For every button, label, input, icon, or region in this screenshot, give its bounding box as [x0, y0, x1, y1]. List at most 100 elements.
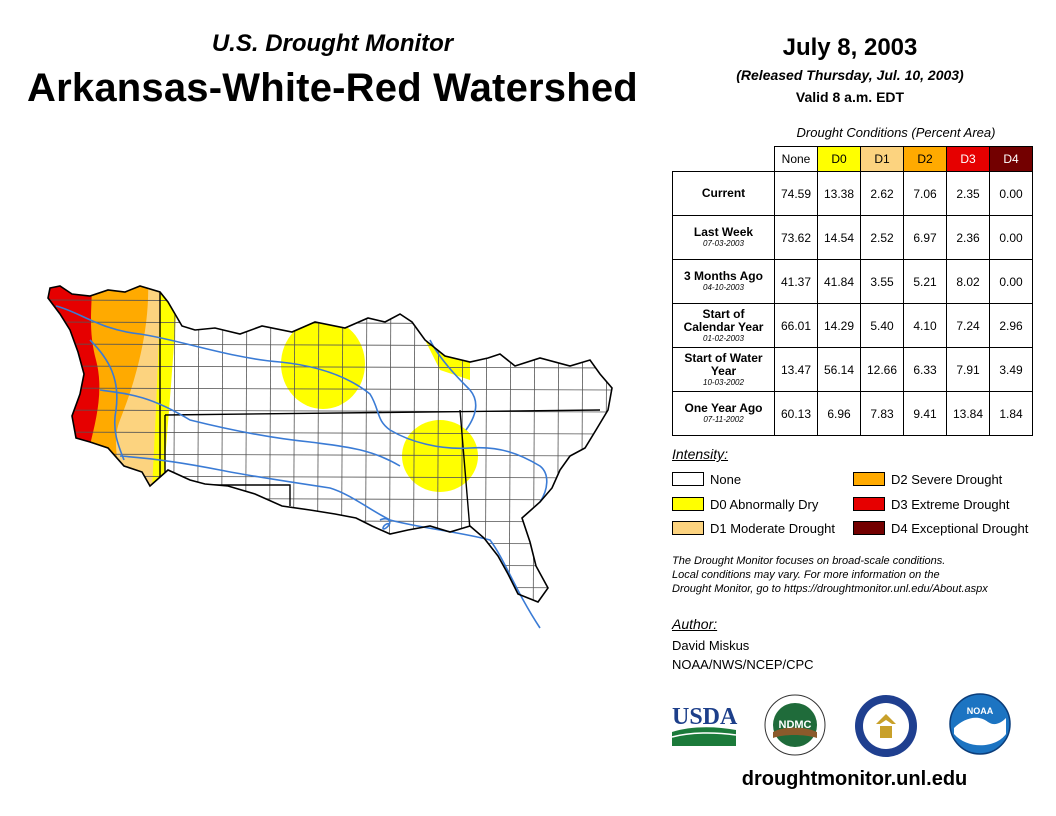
- state-borders: [159, 286, 601, 531]
- legend-label-d4: D4 Exceptional Drought: [891, 520, 1029, 536]
- legend-label-d0: D0 Abnormally Dry: [710, 496, 819, 512]
- legend-swatch-d0: [672, 497, 704, 511]
- table-cell: 2.52: [860, 215, 904, 260]
- usda-logo-stripe: [671, 732, 737, 738]
- row-label: Start of Calendar Year 01-02-2003: [672, 303, 775, 348]
- legend-item-d3: D3 Extreme Drought: [853, 496, 1010, 512]
- legend-item-d1: D1 Moderate Drought: [672, 520, 835, 536]
- table-cell: 41.84: [817, 259, 861, 304]
- canadian-river-headwaters: [89, 339, 125, 461]
- neosho-river: [429, 339, 477, 431]
- d0-area-kansas: [281, 319, 365, 409]
- table-cell: 6.96: [817, 391, 861, 436]
- county-line-horizontal: [48, 387, 612, 391]
- table-caption: Drought Conditions (Percent Area): [796, 125, 996, 140]
- row-label-text: Current: [701, 186, 746, 200]
- table-cell: 13.47: [774, 347, 818, 392]
- county-line-horizontal: [48, 431, 612, 435]
- usda-logo-hills: [672, 727, 736, 746]
- col-header-d1: D1: [860, 146, 904, 172]
- county-line-vertical: [580, 286, 584, 602]
- col-header-d3: D3: [946, 146, 990, 172]
- row-date: 07-03-2003: [703, 239, 744, 248]
- cimarron-river: [99, 389, 401, 467]
- legend-swatch-none: [672, 472, 704, 486]
- arkansas-river: [55, 305, 548, 503]
- disclaimer-note: The Drought Monitor focuses on broad-sca…: [672, 554, 1042, 596]
- row-label: One Year Ago 07-11-2002: [672, 391, 775, 436]
- table-cell: 6.33: [903, 347, 947, 392]
- table-cell: 2.35: [946, 171, 990, 216]
- table-row: 3 Months Ago 04-10-2003 41.37 41.84 3.55 5.21…: [672, 259, 1033, 304]
- county-line-horizontal: [48, 453, 612, 457]
- noaa-logo-gull: [954, 717, 1006, 746]
- author-org: NOAA/NWS/NCEP/CPC: [672, 657, 814, 672]
- map-date: July 8, 2003: [782, 34, 918, 61]
- table-row: Start of Calendar Year 01-02-2003 66.01 14.…: [672, 303, 1033, 348]
- footer-url[interactable]: droughtmonitor.unl.edu: [741, 768, 968, 790]
- row-label-text: Start of Calendar Year: [683, 306, 764, 334]
- row-date: 07-11-2002: [703, 415, 744, 424]
- row-date: 01-02-2003: [703, 333, 744, 343]
- valid-time: Valid 8 a.m. EDT: [795, 89, 905, 105]
- ndmc-logo-disc: [773, 703, 817, 747]
- table-cell: 9.41: [903, 391, 947, 436]
- legend-label-none: None: [710, 471, 742, 487]
- legend-label-d1: D1 Moderate Drought: [710, 520, 836, 536]
- legend-item-d0: D0 Abnormally Dry: [672, 496, 818, 512]
- county-line-horizontal: [48, 409, 612, 413]
- legend-label-d3: D3 Extreme Drought: [891, 496, 1010, 512]
- table-cell: 7.91: [946, 347, 990, 392]
- commerce-seal-logo: [855, 695, 917, 757]
- table-cell: 7.06: [903, 171, 947, 216]
- table-cell: 14.29: [817, 303, 861, 348]
- drought-stats-table: None D0 D1 D2 D3 D4 Current 74.59 13.38 2.6…: [672, 146, 1033, 436]
- county-line-horizontal: [48, 541, 612, 545]
- note-line-3: Drought Monitor, go to https://droughtmo…: [672, 583, 988, 595]
- county-line-horizontal: [40, 608, 620, 610]
- d3-area-west: [48, 286, 100, 445]
- table-cell: 7.83: [860, 391, 904, 436]
- table-cell: 2.96: [989, 303, 1033, 348]
- map-subtitle: U.S. Drought Monitor: [211, 30, 454, 57]
- noaa-logo: NOAA: [949, 693, 1011, 755]
- state-border-tx-panhandle: [164, 415, 291, 506]
- table-row: Start of Water Year 10-03-2002 13.47 56.14 1…: [672, 347, 1033, 392]
- table-cell: 5.40: [860, 303, 904, 348]
- map-title: Arkansas-White-Red Watershed: [27, 66, 638, 110]
- row-label: Current: [672, 171, 775, 216]
- county-line-horizontal: [40, 630, 620, 632]
- table-cell: 6.97: [903, 215, 947, 260]
- table-cell: 4.10: [903, 303, 947, 348]
- table-cell: 14.54: [817, 215, 861, 260]
- table-cell: 0.00: [989, 259, 1033, 304]
- table-cell: 7.24: [946, 303, 990, 348]
- col-header-d2: D2: [903, 146, 947, 172]
- col-header-d0: D0: [817, 146, 861, 172]
- table-cell: 74.59: [774, 171, 818, 216]
- legend-label-d2: D2 Severe Drought: [891, 471, 1003, 487]
- table-cell: 13.84: [946, 391, 990, 436]
- row-date: 10-03-2002: [703, 377, 744, 387]
- table-cell: 0.00: [989, 215, 1033, 260]
- legend-item-d2: D2 Severe Drought: [853, 471, 1002, 487]
- author-label: Author:: [672, 616, 718, 632]
- release-date: (Released Thursday, Jul. 10, 2003): [736, 67, 964, 83]
- table-cell: 12.66: [860, 347, 904, 392]
- table-cell: 56.14: [817, 347, 861, 392]
- table-cell: 1.84: [989, 391, 1033, 436]
- legend-swatch-d4: [853, 521, 885, 535]
- row-label: 3 Months Ago 04-10-2003: [672, 259, 775, 304]
- row-label: Start of Water Year 10-03-2002: [672, 347, 775, 392]
- table-header-row: None D0 D1 D2 D3 D4: [673, 146, 1033, 172]
- author-name: David Miskus: [672, 638, 750, 653]
- legend-item-d4: D4 Exceptional Drought: [853, 520, 1028, 536]
- legend-item-none: None: [672, 471, 741, 487]
- usda-logo: USDA: [671, 704, 738, 746]
- table-cell: 3.49: [989, 347, 1033, 392]
- county-line-vertical: [604, 286, 608, 602]
- ndmc-logo-soil: [773, 727, 817, 738]
- state-border-ok-ar: [459, 409, 471, 531]
- row-label-text: Last Week: [693, 225, 754, 239]
- table-cell: 2.62: [860, 171, 904, 216]
